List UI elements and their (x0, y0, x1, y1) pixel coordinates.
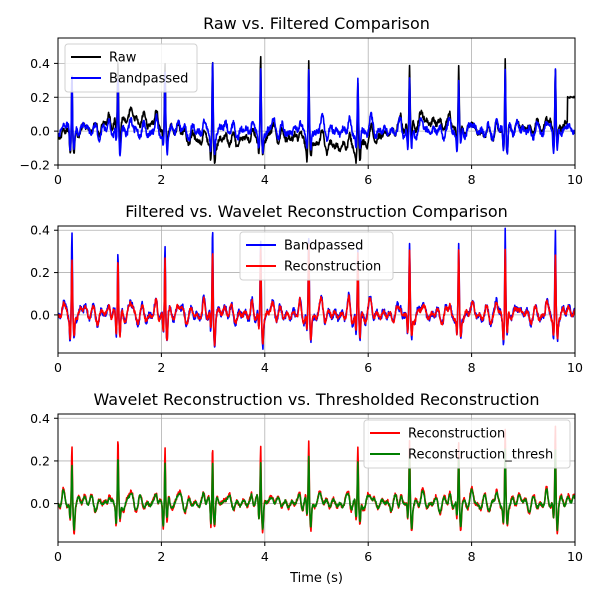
legend-label: Bandpassed (109, 72, 188, 87)
x-tick-label: 6 (364, 360, 372, 375)
plot-frame (57, 225, 576, 354)
y-tick-label: 0.2 (30, 90, 50, 105)
x-tick-label: 6 (364, 549, 372, 564)
x-tick-label: 10 (567, 360, 583, 375)
y-tick-label: 0.0 (30, 496, 50, 511)
y-tick-label: 0.2 (30, 453, 50, 468)
chart-title: Raw vs. Filtered Comparison (203, 14, 430, 33)
x-tick-label: 4 (261, 172, 269, 187)
legend: Reconstruction Reconstruction_thresh (363, 419, 571, 469)
chart-title: Filtered vs. Wavelet Reconstruction Comp… (125, 202, 508, 221)
legend-label: Reconstruction_thresh (408, 448, 553, 463)
x-tick-label: 10 (567, 549, 583, 564)
x-tick-label: 4 (261, 360, 269, 375)
legend-label: Bandpassed (284, 239, 363, 254)
legend: Bandpassed Reconstruction (239, 231, 394, 281)
plot-frame (57, 413, 576, 543)
legend-box (363, 419, 571, 469)
x-tick-label: 0 (54, 549, 62, 564)
chart-2: 0 2 4 6 8 10 0.0 0.2 0.4 Filtered vs. Wavelet Rec… (30, 202, 583, 375)
chart-3: 0 2 4 6 8 10 0.0 0.2 0.4 Wavelet Reconstruction v… (30, 390, 583, 586)
y-tick-label: 0.2 (30, 265, 50, 280)
x-tick-label: 2 (157, 360, 165, 375)
x-tick-label: 8 (468, 172, 476, 187)
x-tick-label: 2 (157, 172, 165, 187)
x-tick-label: 0 (54, 172, 62, 187)
legend-label: Raw (109, 51, 137, 66)
legend-box (239, 231, 394, 281)
y-tick-label: 0.4 (30, 223, 50, 238)
y-tick-label: −0.2 (20, 158, 50, 173)
x-tick-label: 8 (468, 360, 476, 375)
y-tick-label: 0.4 (30, 411, 50, 426)
y-tick-label: 0.0 (30, 124, 50, 139)
x-axis-label: Time (s) (289, 571, 343, 586)
legend-label: Reconstruction (408, 427, 505, 442)
series-line-reconstruction-thresh (58, 448, 575, 532)
legend: Raw Bandpassed (64, 43, 198, 93)
x-tick-label: 6 (364, 172, 372, 187)
series-line-bandpassed (58, 62, 575, 157)
series-line-reconstruction (58, 243, 575, 347)
legend-label: Reconstruction (284, 260, 381, 275)
y-tick-label: 0.4 (30, 56, 50, 71)
chart-1: 0 2 4 6 8 10 −0.2 0.0 0.2 0.4 Raw vs. Filtered Com… (20, 14, 583, 187)
x-tick-label: 4 (261, 549, 269, 564)
y-tick-label: 0.0 (30, 307, 50, 322)
x-tick-label: 0 (54, 360, 62, 375)
plot-frame (57, 37, 576, 166)
chart-title: Wavelet Reconstruction vs. Thresholded R… (93, 390, 539, 409)
x-tick-label: 8 (468, 549, 476, 564)
x-tick-label: 2 (157, 549, 165, 564)
x-tick-label: 10 (567, 172, 583, 187)
